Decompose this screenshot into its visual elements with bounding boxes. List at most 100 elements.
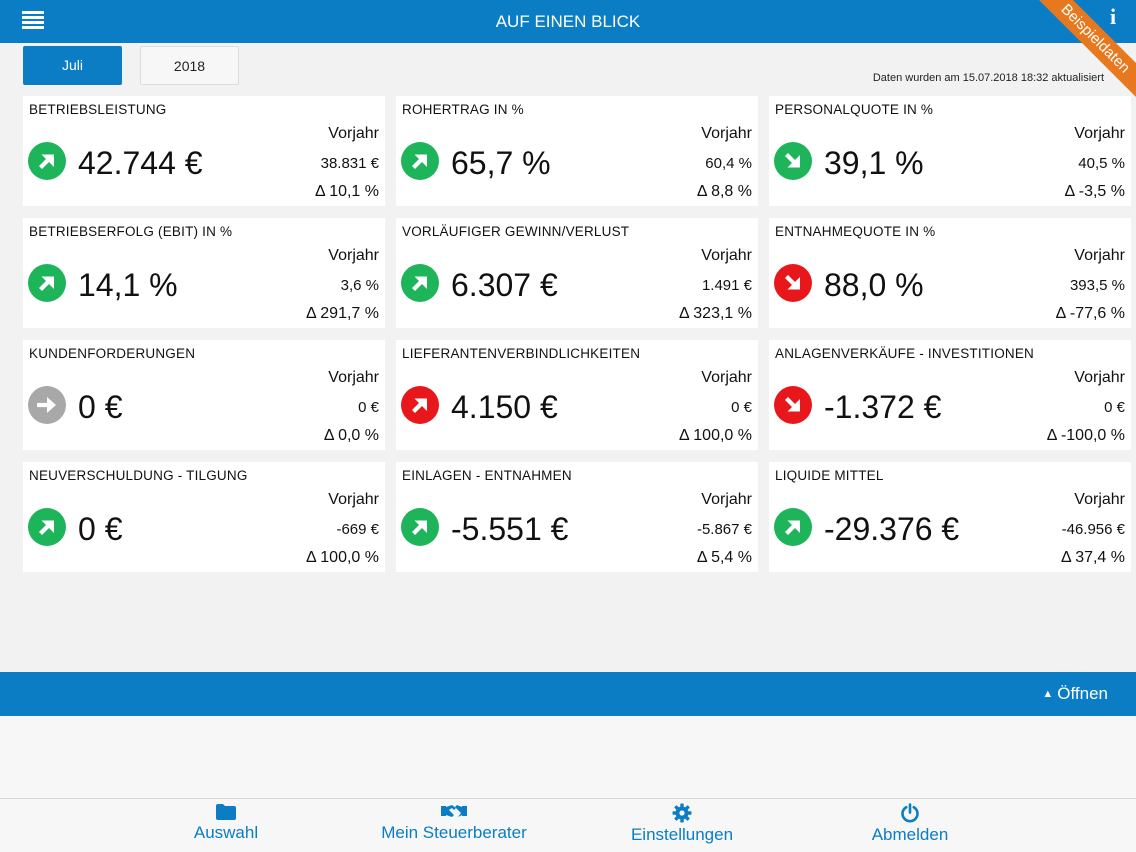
- nav-label: Einstellungen: [630, 825, 734, 844]
- open-drawer-label: Öffnen: [1057, 684, 1108, 703]
- kpi-value: -1.372 €: [824, 389, 942, 425]
- kpi-previous-value: 38.831 €: [320, 155, 379, 172]
- handshake-icon: [441, 805, 467, 817]
- kpi-value: -29.376 €: [824, 511, 960, 547]
- kpi-card[interactable]: NEUVERSCHULDUNG - TILGUNG 0 € Vorjahr -6…: [23, 462, 385, 572]
- nav-abmelden[interactable]: Abmelden: [866, 803, 954, 845]
- kpi-previous-year-label: Vorjahr: [1074, 247, 1125, 264]
- trend-down-arrow-icon: [774, 264, 812, 302]
- kpi-previous-year-label: Vorjahr: [328, 125, 379, 142]
- kpi-title: EINLAGEN - ENTNAHMEN: [402, 468, 572, 483]
- kpi-title: NEUVERSCHULDUNG - TILGUNG: [29, 468, 248, 483]
- kpi-title: BETRIEBSERFOLG (EBIT) IN %: [29, 224, 233, 239]
- kpi-title: PERSONALQUOTE IN %: [775, 102, 934, 117]
- trend-down-arrow-icon: [774, 386, 812, 424]
- kpi-title: VORLÄUFIGER GEWINN/VERLUST: [402, 224, 630, 239]
- kpi-card[interactable]: ENTNAHMEQUOTE IN % 88,0 % Vorjahr 393,5 …: [769, 218, 1131, 328]
- drawer-content-area: [0, 716, 1136, 798]
- info-icon[interactable]: i: [1109, 4, 1117, 29]
- kpi-card[interactable]: BETRIEBSLEISTUNG 42.744 € Vorjahr 38.831…: [23, 96, 385, 206]
- kpi-value: 0 €: [78, 511, 123, 547]
- kpi-card[interactable]: EINLAGEN - ENTNAHMEN -5.551 € Vorjahr -5…: [396, 462, 758, 572]
- kpi-value: 65,7 %: [451, 145, 551, 181]
- kpi-previous-value: 3,6 %: [340, 277, 379, 294]
- kpi-previous-year-label: Vorjahr: [328, 247, 379, 264]
- kpi-delta: Δ 100,0 %: [679, 427, 752, 444]
- kpi-card[interactable]: ROHERTRAG IN % 65,7 % Vorjahr 60,4 % Δ 8…: [396, 96, 758, 206]
- kpi-card[interactable]: LIQUIDE MITTEL -29.376 € Vorjahr -46.956…: [769, 462, 1131, 572]
- kpi-card[interactable]: VORLÄUFIGER GEWINN/VERLUST 6.307 € Vorja…: [396, 218, 758, 328]
- trend-up-arrow-icon: [28, 508, 66, 546]
- kpi-previous-value: -46.956 €: [1061, 521, 1125, 538]
- kpi-value: -5.551 €: [451, 511, 569, 547]
- kpi-previous-year-label: Vorjahr: [328, 491, 379, 508]
- kpi-previous-value: 0 €: [358, 399, 379, 416]
- kpi-delta: Δ 37,4 %: [1060, 549, 1125, 566]
- menu-icon[interactable]: [22, 11, 44, 33]
- kpi-delta: Δ 323,1 %: [679, 305, 752, 322]
- folder-icon: [216, 804, 236, 820]
- power-icon: [901, 803, 919, 823]
- kpi-previous-year-label: Vorjahr: [1074, 491, 1125, 508]
- kpi-previous-year-label: Vorjahr: [328, 369, 379, 386]
- kpi-value: 14,1 %: [78, 267, 178, 303]
- kpi-value: 4.150 €: [451, 389, 558, 425]
- trend-up-arrow-icon: [401, 508, 439, 546]
- kpi-delta: Δ 291,7 %: [306, 305, 379, 322]
- kpi-card[interactable]: PERSONALQUOTE IN % 39,1 % Vorjahr 40,5 %…: [769, 96, 1131, 206]
- kpi-title: BETRIEBSLEISTUNG: [29, 102, 167, 117]
- trend-up-arrow-icon: [28, 142, 66, 180]
- bottom-navigation: Auswahl Mein Steuerberater Ein: [0, 798, 1136, 852]
- kpi-value: 88,0 %: [824, 267, 924, 303]
- kpi-title: ROHERTRAG IN %: [402, 102, 524, 117]
- kpi-previous-value: 0 €: [1104, 399, 1125, 416]
- trend-up-arrow-icon: [28, 264, 66, 302]
- kpi-previous-year-label: Vorjahr: [701, 125, 752, 142]
- kpi-delta: Δ 100,0 %: [306, 549, 379, 566]
- kpi-delta: Δ -77,6 %: [1055, 305, 1125, 322]
- kpi-title: ANLAGENVERKÄUFE - INVESTITIONEN: [775, 346, 1034, 361]
- kpi-card[interactable]: KUNDENFORDERUNGEN 0 € Vorjahr 0 € Δ 0,0 …: [23, 340, 385, 450]
- kpi-card[interactable]: ANLAGENVERKÄUFE - INVESTITIONEN -1.372 €…: [769, 340, 1131, 450]
- kpi-previous-year-label: Vorjahr: [701, 491, 752, 508]
- kpi-value: 39,1 %: [824, 145, 924, 181]
- nav-einstellungen[interactable]: Einstellungen: [627, 803, 737, 845]
- nav-auswahl[interactable]: Auswahl: [190, 803, 262, 843]
- kpi-delta: Δ 0,0 %: [323, 427, 379, 444]
- trend-up-arrow-icon: [401, 386, 439, 424]
- kpi-previous-value: 0 €: [731, 399, 752, 416]
- tab-year[interactable]: 2018: [140, 46, 239, 85]
- kpi-previous-value: 1.491 €: [701, 277, 752, 294]
- kpi-title: LIEFERANTENVERBINDLICHKEITEN: [402, 346, 641, 361]
- trend-down-arrow-icon: [774, 142, 812, 180]
- kpi-title: ENTNAHMEQUOTE IN %: [775, 224, 936, 239]
- kpi-card[interactable]: BETRIEBSERFOLG (EBIT) IN % 14,1 % Vorjah…: [23, 218, 385, 328]
- tab-month[interactable]: Juli: [23, 46, 122, 85]
- kpi-delta: Δ -3,5 %: [1064, 183, 1126, 200]
- kpi-previous-year-label: Vorjahr: [701, 247, 752, 264]
- kpi-previous-year-label: Vorjahr: [701, 369, 752, 386]
- nav-label: Auswahl: [193, 823, 259, 842]
- kpi-delta: Δ 5,4 %: [696, 549, 752, 566]
- kpi-card[interactable]: LIEFERANTENVERBINDLICHKEITEN 4.150 € Vor…: [396, 340, 758, 450]
- trend-up-arrow-icon: [401, 264, 439, 302]
- details-drawer-bar: ▲ Öffnen: [0, 672, 1136, 716]
- kpi-value: 0 €: [78, 389, 123, 425]
- nav-mein-steuerberater[interactable]: Mein Steuerberater: [376, 803, 532, 843]
- nav-label: Abmelden: [871, 825, 949, 844]
- kpi-previous-year-label: Vorjahr: [1074, 125, 1125, 142]
- trend-up-arrow-icon: [774, 508, 812, 546]
- kpi-previous-value: 40,5 %: [1078, 155, 1125, 172]
- trend-up-arrow-icon: [401, 142, 439, 180]
- open-drawer-button[interactable]: ▲ Öffnen: [1042, 672, 1108, 716]
- kpi-value: 6.307 €: [451, 267, 558, 303]
- kpi-title: KUNDENFORDERUNGEN: [29, 346, 196, 361]
- kpi-previous-year-label: Vorjahr: [1074, 369, 1125, 386]
- top-bar: AUF EINEN BLICK i: [0, 0, 1136, 43]
- page-title: AUF EINEN BLICK: [495, 12, 641, 31]
- kpi-delta: Δ -100,0 %: [1046, 427, 1125, 444]
- trend-flat-arrow-icon: [28, 386, 66, 424]
- last-updated-text: Daten wurden am 15.07.2018 18:32 aktuali…: [872, 72, 1104, 84]
- kpi-previous-value: -669 €: [336, 521, 379, 538]
- chevron-up-icon: ▲: [1042, 688, 1054, 700]
